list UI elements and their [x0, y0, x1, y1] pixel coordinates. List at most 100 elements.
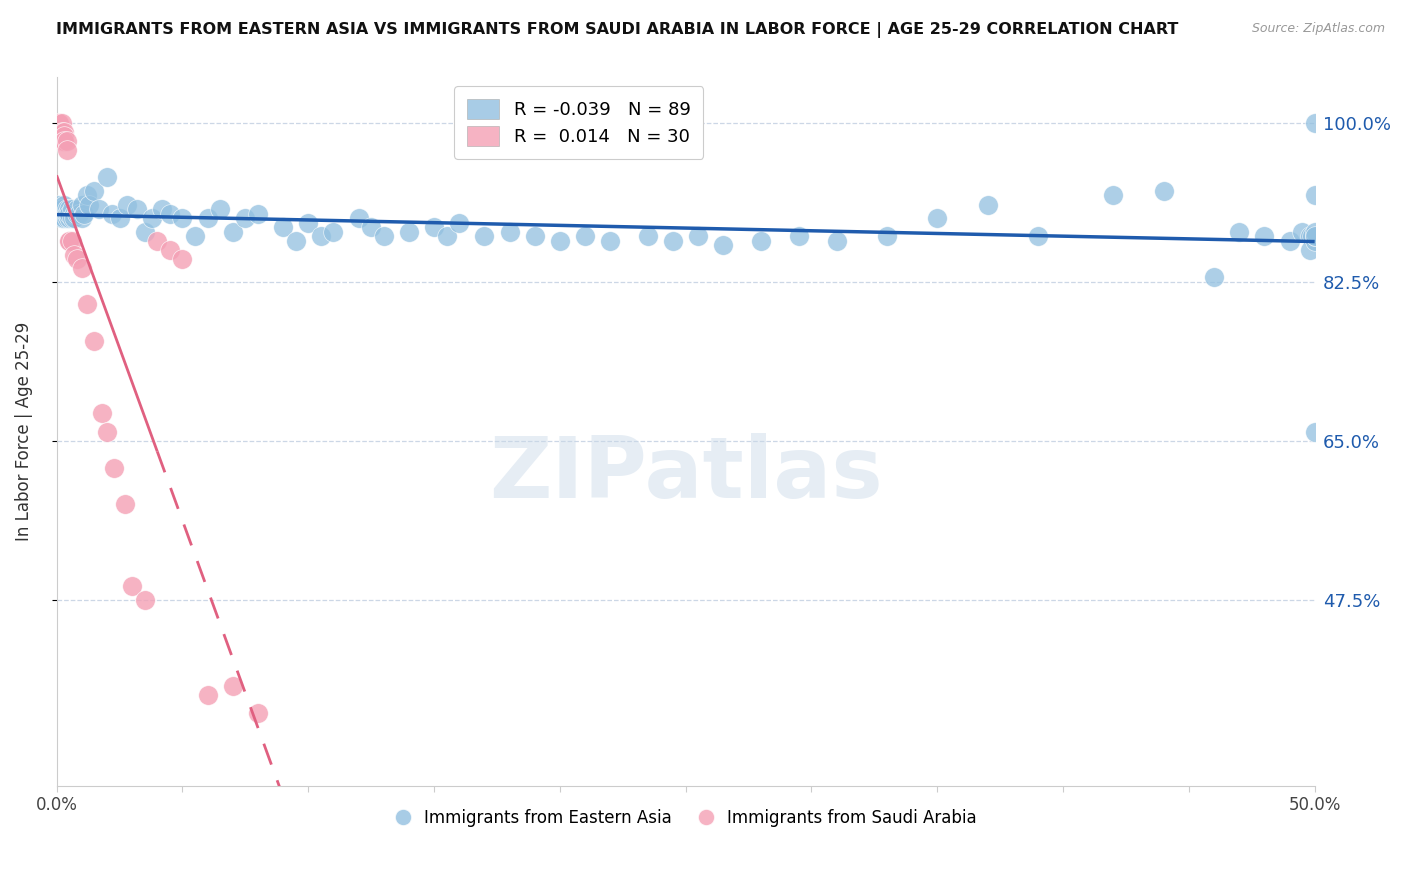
Point — [159, 243, 181, 257]
Point — [114, 497, 136, 511]
Point — [60, 234, 83, 248]
Point — [127, 202, 149, 216]
Point — [1227, 225, 1250, 239]
Point — [1301, 229, 1323, 244]
Point — [66, 252, 89, 266]
Point — [66, 207, 89, 221]
Point — [55, 134, 77, 148]
Legend: Immigrants from Eastern Asia, Immigrants from Saudi Arabia: Immigrants from Eastern Asia, Immigrants… — [388, 803, 983, 834]
Point — [58, 234, 80, 248]
Point — [1298, 243, 1320, 257]
Point — [246, 706, 269, 720]
Point — [233, 211, 256, 226]
Point — [89, 202, 111, 216]
Point — [48, 207, 70, 221]
Point — [60, 211, 83, 226]
Point — [55, 207, 77, 221]
Point — [1303, 188, 1326, 202]
Point — [1303, 116, 1326, 130]
Point — [63, 207, 86, 221]
Point — [96, 170, 118, 185]
Point — [101, 207, 124, 221]
Point — [58, 234, 80, 248]
Point — [66, 202, 89, 216]
Point — [103, 461, 125, 475]
Point — [876, 229, 898, 244]
Text: Source: ZipAtlas.com: Source: ZipAtlas.com — [1251, 22, 1385, 36]
Point — [284, 234, 307, 248]
Point — [67, 207, 90, 221]
Point — [55, 211, 77, 226]
Point — [662, 234, 685, 248]
Point — [184, 229, 207, 244]
Point — [449, 216, 471, 230]
Text: ZIPatlas: ZIPatlas — [489, 433, 883, 516]
Point — [373, 229, 395, 244]
Point — [48, 116, 70, 130]
Point — [1153, 184, 1175, 198]
Point — [711, 238, 734, 252]
Point — [1303, 229, 1326, 244]
Point — [322, 225, 344, 239]
Point — [48, 116, 70, 130]
Point — [1291, 225, 1313, 239]
Point — [297, 216, 319, 230]
Point — [574, 229, 596, 244]
Point — [927, 211, 949, 226]
Point — [58, 202, 80, 216]
Point — [1303, 234, 1326, 248]
Point — [108, 211, 131, 226]
Y-axis label: In Labor Force | Age 25-29: In Labor Force | Age 25-29 — [15, 322, 32, 541]
Point — [976, 197, 998, 211]
Point — [63, 211, 86, 226]
Point — [423, 220, 446, 235]
Point — [53, 211, 76, 226]
Point — [146, 234, 169, 248]
Point — [53, 207, 76, 221]
Point — [271, 220, 294, 235]
Point — [70, 197, 93, 211]
Point — [55, 143, 77, 157]
Point — [172, 211, 194, 226]
Point — [79, 197, 101, 211]
Point — [599, 234, 621, 248]
Point — [90, 407, 112, 421]
Point — [60, 202, 83, 216]
Point — [548, 234, 571, 248]
Point — [209, 202, 232, 216]
Point — [63, 247, 86, 261]
Point — [787, 229, 810, 244]
Point — [347, 211, 370, 226]
Point — [197, 211, 219, 226]
Point — [51, 211, 73, 226]
Point — [51, 202, 73, 216]
Point — [1026, 229, 1049, 244]
Point — [51, 134, 73, 148]
Text: IMMIGRANTS FROM EASTERN ASIA VS IMMIGRANTS FROM SAUDI ARABIA IN LABOR FORCE | AG: IMMIGRANTS FROM EASTERN ASIA VS IMMIGRAN… — [56, 22, 1178, 38]
Point — [246, 207, 269, 221]
Point — [1278, 234, 1301, 248]
Point — [1298, 229, 1320, 244]
Point — [1303, 225, 1326, 239]
Point — [76, 297, 98, 311]
Point — [523, 229, 546, 244]
Point — [637, 229, 659, 244]
Point — [51, 116, 73, 130]
Point — [115, 197, 138, 211]
Point — [83, 184, 105, 198]
Point — [222, 679, 245, 693]
Point — [53, 129, 76, 144]
Point — [197, 688, 219, 702]
Point — [436, 229, 458, 244]
Point — [83, 334, 105, 348]
Point — [398, 225, 420, 239]
Point — [1102, 188, 1125, 202]
Point — [70, 211, 93, 226]
Point — [134, 592, 156, 607]
Point — [53, 134, 76, 148]
Point — [141, 211, 163, 226]
Point — [150, 202, 173, 216]
Point — [222, 225, 245, 239]
Point — [76, 188, 98, 202]
Point — [96, 425, 118, 439]
